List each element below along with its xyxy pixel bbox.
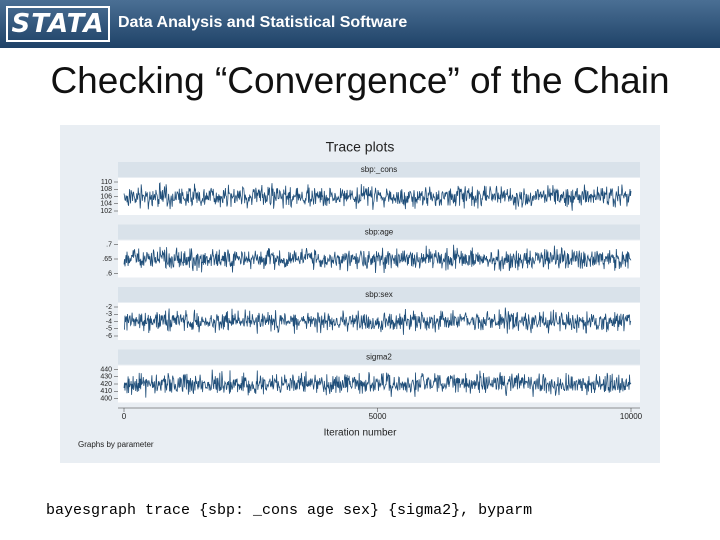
y-tick-label: 108 [100, 186, 112, 193]
panel-strip [118, 349, 640, 365]
slide-title: Checking “Convergence” of the Chain [50, 60, 670, 101]
panel-strip [118, 224, 640, 240]
panel-title: sbp:_cons [361, 165, 397, 174]
y-tick-label: -4 [106, 318, 112, 325]
y-tick-label: .65 [102, 256, 112, 263]
chart-title: Trace plots [326, 139, 395, 155]
panel-title: sbp:sex [365, 290, 393, 299]
trace-line [123, 369, 632, 398]
header-bar: STATA Data Analysis and Statistical Soft… [0, 0, 720, 48]
y-tick-label: 400 [100, 395, 112, 402]
y-tick-label: 410 [100, 388, 112, 395]
trace-line [124, 307, 632, 335]
y-tick-label: 430 [100, 374, 112, 381]
y-tick-label: 110 [101, 179, 112, 186]
y-tick-label: 420 [100, 381, 112, 388]
y-tick-label: .7 [106, 241, 112, 248]
y-tick-label: 102 [100, 208, 112, 215]
y-tick-label: 106 [100, 193, 112, 200]
x-axis-label: Iteration number [324, 428, 397, 439]
logo: STATA [6, 6, 110, 42]
panel-strip [118, 162, 640, 177]
y-tick-label: -2 [106, 304, 112, 311]
y-tick-label: -3 [106, 311, 112, 318]
panel-strip [118, 287, 640, 302]
chart: Trace plots Iteration number Graphs by p… [60, 125, 660, 463]
x-tick-label: 0 [122, 412, 127, 421]
trace-line [123, 182, 632, 211]
trace-line [123, 244, 632, 274]
y-tick-label: -5 [106, 326, 112, 333]
panel-title: sigma2 [366, 353, 392, 362]
panel-title: sbp:age [365, 228, 394, 237]
x-tick-label: 5000 [369, 412, 387, 421]
y-tick-label: .6 [106, 270, 112, 277]
y-tick-label: 440 [100, 366, 112, 373]
y-tick-label: 104 [100, 201, 112, 208]
x-tick-label: 10000 [620, 412, 643, 421]
tagline: Data Analysis and Statistical Software [118, 14, 408, 31]
command: bayesgraph trace {sbp: _cons age sex} {s… [46, 502, 533, 519]
note: Graphs by parameter [78, 440, 154, 449]
y-tick-label: -6 [106, 333, 112, 340]
plot-area [118, 178, 640, 215]
